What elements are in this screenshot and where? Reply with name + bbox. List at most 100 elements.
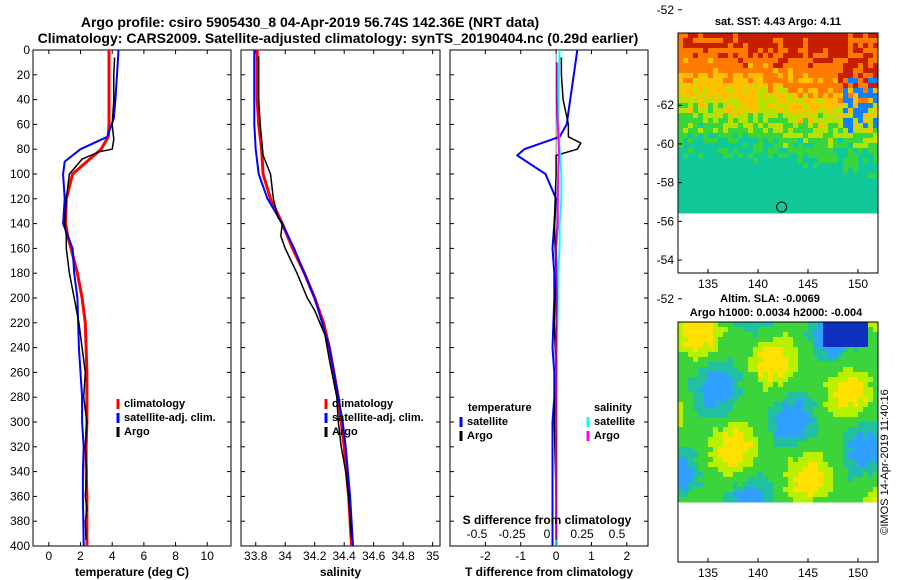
map-cell xyxy=(828,158,834,164)
map-cell xyxy=(778,33,784,39)
map-cell xyxy=(693,193,699,199)
map-cell xyxy=(748,138,754,144)
map-cell xyxy=(733,467,739,473)
map-cell xyxy=(738,143,744,149)
map-cell xyxy=(758,457,764,463)
map-cell xyxy=(783,327,789,333)
map-cell xyxy=(823,432,829,438)
map-cell xyxy=(723,78,729,84)
map-cell xyxy=(788,382,794,388)
map-cell xyxy=(818,457,824,463)
map-cell xyxy=(688,462,694,468)
map-cell xyxy=(868,98,874,104)
map-cell xyxy=(858,387,864,393)
map-cell xyxy=(863,357,869,363)
map-cell xyxy=(698,208,704,214)
map-cell xyxy=(688,178,694,184)
map-cell xyxy=(773,462,779,468)
map-cell xyxy=(768,427,774,433)
map-cell xyxy=(798,118,804,124)
map-cell xyxy=(873,88,879,94)
map-cell xyxy=(833,93,839,99)
map-cell xyxy=(683,357,689,363)
map-cell xyxy=(683,58,689,64)
map-cell xyxy=(723,452,729,458)
map-cell xyxy=(803,38,809,44)
map-cell xyxy=(873,422,879,428)
map-cell xyxy=(738,173,744,179)
map-cell xyxy=(823,38,829,44)
map-cell xyxy=(813,178,819,184)
map-cell xyxy=(688,138,694,144)
map-cell xyxy=(823,367,829,373)
map-cell xyxy=(853,467,859,473)
map-cell xyxy=(738,163,744,169)
map-cell xyxy=(678,377,684,383)
map-cell xyxy=(873,198,879,204)
map-cell xyxy=(768,477,774,483)
map-cell xyxy=(768,63,774,69)
map-cell xyxy=(868,133,874,139)
map-cell xyxy=(873,178,879,184)
map-cell xyxy=(763,392,769,398)
map-cell xyxy=(828,128,834,134)
map-cell xyxy=(733,38,739,44)
map-cell xyxy=(688,397,694,403)
map-cell xyxy=(733,73,739,79)
map-cell xyxy=(828,362,834,368)
map-cell xyxy=(688,392,694,398)
watermark: ©IMOS 14-Apr-2019 11:40:16 xyxy=(879,389,891,534)
map-cell xyxy=(803,452,809,458)
map-cell xyxy=(768,412,774,418)
map-cell xyxy=(853,158,859,164)
map-cell xyxy=(733,48,739,54)
map-cell xyxy=(733,103,739,109)
map-cell xyxy=(848,103,854,109)
map-cell xyxy=(773,33,779,39)
map-cell xyxy=(793,158,799,164)
map-cell xyxy=(873,173,879,179)
map-cell xyxy=(718,462,724,468)
y-tick-label: 140 xyxy=(10,217,30,231)
map-cell xyxy=(738,422,744,428)
map-cell xyxy=(748,352,754,358)
map-cell xyxy=(733,457,739,463)
map-cell xyxy=(778,168,784,174)
map-cell xyxy=(793,198,799,204)
map-cell xyxy=(683,337,689,343)
map-cell xyxy=(873,138,879,144)
map-cell xyxy=(688,183,694,189)
map-cell xyxy=(698,138,704,144)
map-cell xyxy=(683,322,689,328)
map-cell xyxy=(773,422,779,428)
map-cell xyxy=(833,337,839,343)
map-cell xyxy=(783,48,789,54)
map-cell xyxy=(798,78,804,84)
map-cell xyxy=(773,163,779,169)
map-cell xyxy=(698,203,704,209)
map-cell xyxy=(798,133,804,139)
map-cell xyxy=(798,472,804,478)
map-cell xyxy=(733,362,739,368)
map-cell xyxy=(693,322,699,328)
map-cell xyxy=(833,153,839,159)
map-cell xyxy=(853,193,859,199)
map-cell xyxy=(728,472,734,478)
map-cell xyxy=(758,352,764,358)
map-cell xyxy=(848,392,854,398)
map-cell xyxy=(828,58,834,64)
map-cell xyxy=(798,497,804,503)
map-cell xyxy=(798,387,804,393)
map-cell xyxy=(713,88,719,94)
map-cell xyxy=(858,63,864,69)
map-cell xyxy=(793,462,799,468)
map-cell xyxy=(708,158,714,164)
map-cell xyxy=(693,407,699,413)
map-cell xyxy=(733,372,739,378)
map-cell xyxy=(748,168,754,174)
map-cell xyxy=(863,113,869,119)
map-cell xyxy=(713,198,719,204)
map-cell xyxy=(858,78,864,84)
map-cell xyxy=(708,447,714,453)
map-cell xyxy=(683,347,689,353)
